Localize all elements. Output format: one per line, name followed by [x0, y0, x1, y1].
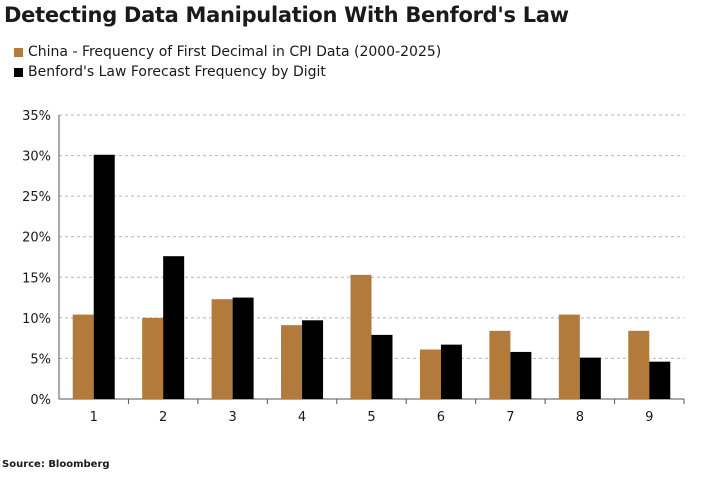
- chart-title: Detecting Data Manipulation With Benford…: [4, 3, 569, 27]
- y-tick-label: 5%: [30, 352, 51, 367]
- bar-china: [281, 325, 303, 399]
- bar-benford: [93, 154, 115, 399]
- x-tick-label: 2: [159, 410, 167, 425]
- source-note: Source: Bloomberg: [2, 459, 110, 470]
- bar-benford: [440, 344, 462, 399]
- legend: China - Frequency of First Decimal in CP…: [14, 42, 441, 82]
- y-tick-label: 30%: [22, 150, 51, 165]
- y-tick-label: 25%: [22, 190, 51, 205]
- x-tick-label: 5: [367, 410, 375, 425]
- y-tick-label: 10%: [22, 312, 51, 327]
- bar-benford: [510, 351, 532, 399]
- x-tick-label: 9: [645, 410, 653, 425]
- bar-china: [211, 299, 233, 399]
- bar-benford: [649, 361, 671, 399]
- legend-item-benford: Benford's Law Forecast Frequency by Digi…: [14, 62, 441, 82]
- bar-benford: [579, 357, 601, 399]
- bar-benford: [371, 334, 393, 399]
- legend-item-china: China - Frequency of First Decimal in CP…: [14, 42, 441, 62]
- bar-china: [350, 274, 372, 399]
- y-tick-label: 0%: [30, 393, 51, 408]
- bar-benford: [302, 320, 324, 399]
- bar-china: [558, 314, 580, 399]
- legend-swatch-benford: [14, 67, 23, 77]
- bar-china: [489, 330, 511, 399]
- y-tick-label: 20%: [22, 231, 51, 246]
- y-tick-label: 35%: [22, 109, 51, 124]
- bar-benford: [163, 256, 185, 399]
- x-tick-label: 7: [506, 410, 514, 425]
- legend-swatch-china: [14, 47, 23, 57]
- x-tick-label: 1: [90, 410, 98, 425]
- x-tick-label: 3: [228, 410, 236, 425]
- x-tick-label: 8: [576, 410, 584, 425]
- legend-label-benford: Benford's Law Forecast Frequency by Digi…: [28, 64, 326, 80]
- y-tick-label: 15%: [22, 271, 51, 286]
- legend-label-china: China - Frequency of First Decimal in CP…: [28, 44, 442, 60]
- bar-china: [72, 314, 94, 399]
- x-tick-label: 6: [437, 410, 445, 425]
- bar-china: [142, 317, 164, 399]
- bar-benford: [232, 297, 254, 399]
- x-tick-label: 4: [298, 410, 306, 425]
- bar-china: [628, 330, 650, 399]
- bar-china: [419, 349, 441, 399]
